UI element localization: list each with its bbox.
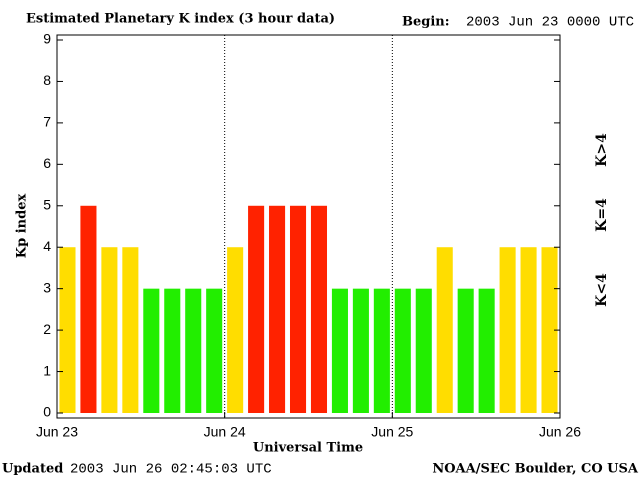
begin-label: Begin: bbox=[402, 15, 450, 30]
bar bbox=[185, 288, 202, 413]
bar bbox=[122, 247, 139, 413]
credit: NOAA/SEC Boulder, CO USA bbox=[432, 462, 639, 477]
x-tick-label: Jun 24 bbox=[204, 424, 246, 440]
legend-entry: K=4 bbox=[594, 198, 610, 232]
bar bbox=[352, 288, 369, 413]
y-tick-label: 0 bbox=[43, 404, 51, 420]
plot-frame bbox=[56, 34, 561, 419]
bar bbox=[499, 247, 516, 413]
bar bbox=[331, 288, 348, 413]
bar bbox=[478, 288, 495, 413]
bar bbox=[248, 205, 265, 413]
bar bbox=[310, 205, 328, 413]
bar bbox=[59, 247, 76, 413]
y-axis-label: Kp index bbox=[15, 194, 30, 259]
y-tick-label: 9 bbox=[43, 31, 51, 47]
y-tick-label: 2 bbox=[43, 321, 51, 337]
bar bbox=[101, 247, 118, 413]
x-axis-label: Universal Time bbox=[253, 441, 363, 456]
bar bbox=[206, 288, 223, 413]
x-tick-label: Jun 26 bbox=[539, 424, 581, 440]
legend-entry: K>4 bbox=[594, 133, 610, 167]
bar bbox=[373, 288, 390, 413]
y-tick-label: 4 bbox=[43, 238, 51, 254]
y-tick-label: 8 bbox=[43, 72, 51, 88]
bar bbox=[227, 247, 244, 413]
bar bbox=[436, 247, 453, 413]
bar bbox=[541, 247, 558, 413]
updated-label: Updated bbox=[2, 462, 63, 477]
legend-entry: K<4 bbox=[594, 273, 610, 307]
x-tick-label: Jun 25 bbox=[371, 424, 413, 440]
updated-value: 2003 Jun 26 02:45:03 UTC bbox=[70, 462, 272, 478]
y-tick-label: 7 bbox=[43, 114, 51, 130]
bar bbox=[80, 205, 97, 413]
y-tick-label: 1 bbox=[43, 362, 51, 378]
begin-value: 2003 Jun 23 0000 UTC bbox=[466, 15, 634, 31]
bar bbox=[289, 205, 307, 413]
y-tick-label: 3 bbox=[43, 279, 51, 295]
bar bbox=[143, 288, 160, 413]
bar bbox=[415, 288, 432, 413]
bar bbox=[394, 288, 411, 413]
chart-title: Estimated Planetary K index (3 hour data… bbox=[26, 12, 335, 27]
y-tick-label: 6 bbox=[43, 155, 51, 171]
x-tick-label: Jun 23 bbox=[36, 424, 78, 440]
bar bbox=[269, 205, 286, 413]
bar bbox=[164, 288, 181, 413]
bar bbox=[457, 288, 474, 413]
y-tick-label: 5 bbox=[43, 196, 51, 212]
bar bbox=[520, 247, 537, 413]
